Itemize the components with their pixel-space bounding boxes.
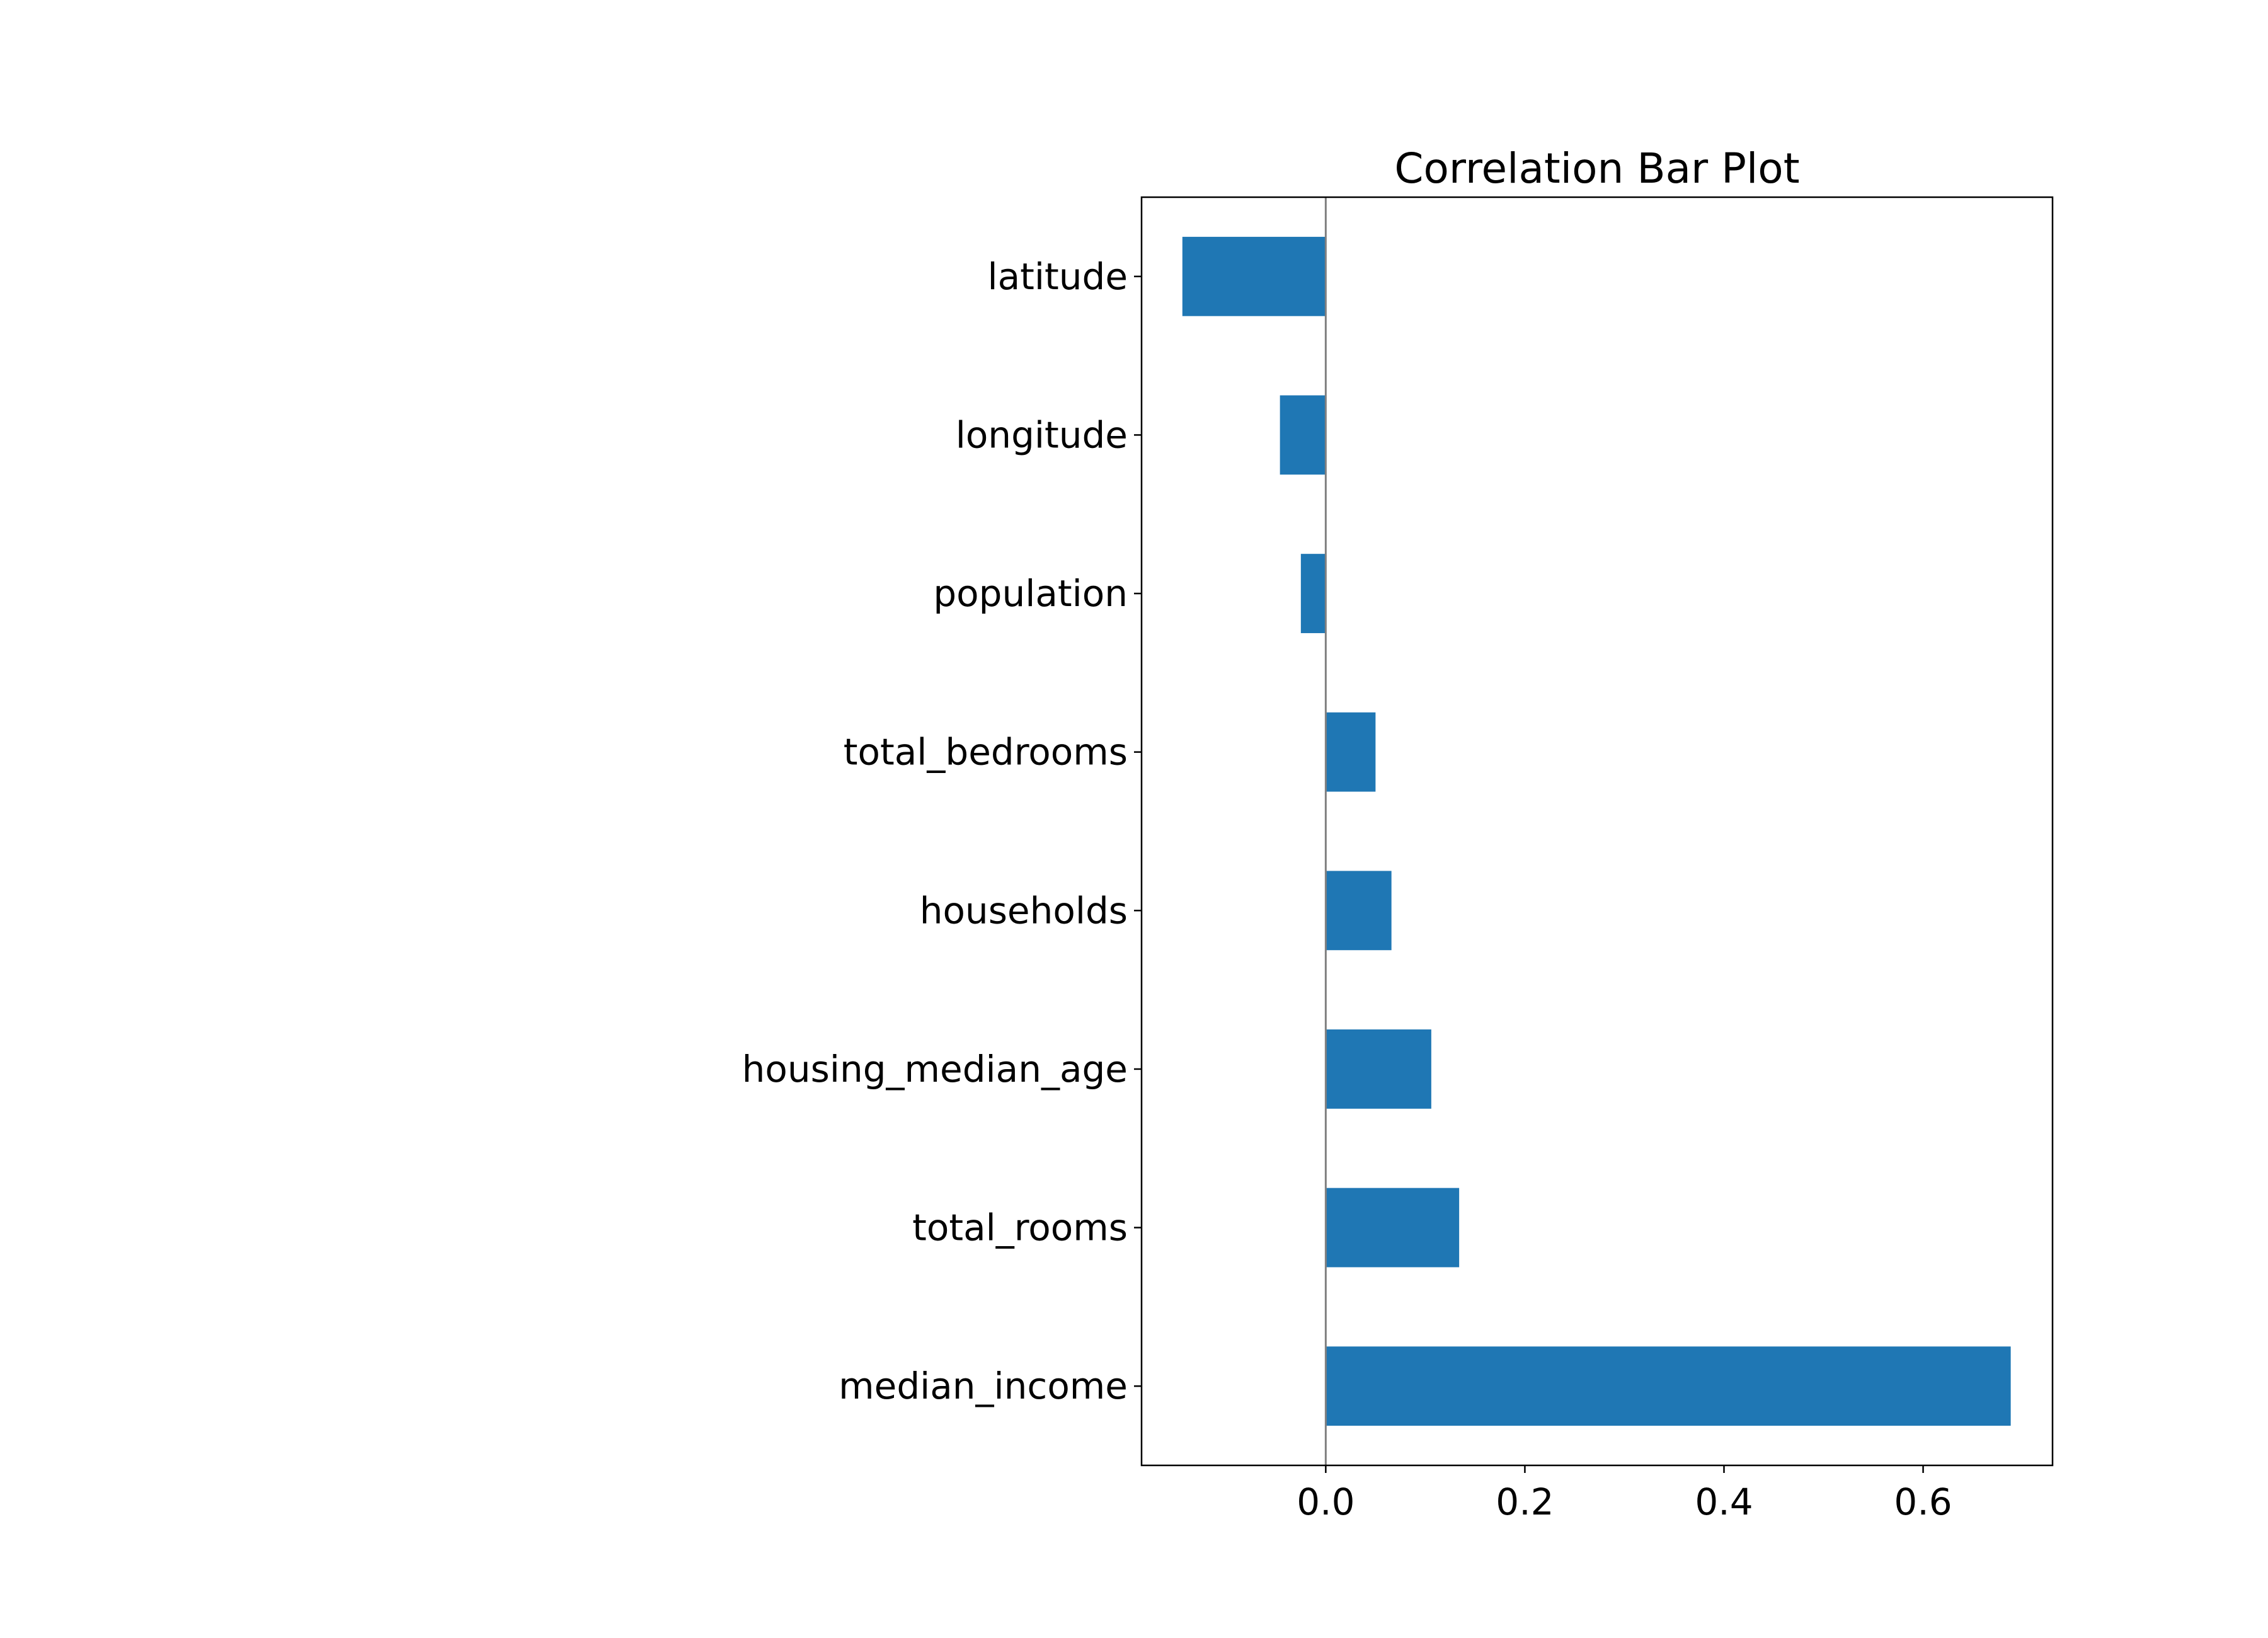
bar-total-rooms (1326, 1188, 1460, 1268)
x-tick-label: 0.0 (1297, 1480, 1354, 1523)
bar-housing-median-age (1326, 1029, 1431, 1109)
x-tick-label: 0.2 (1496, 1480, 1554, 1523)
bar-population (1300, 554, 1326, 633)
y-tick-label: latitude (987, 255, 1128, 298)
y-tick-label: median_income (839, 1365, 1128, 1407)
y-tick-label: total_rooms (912, 1206, 1128, 1249)
y-tick-label: longitude (956, 413, 1128, 456)
bar-longitude (1280, 395, 1326, 475)
y-tick-label: population (933, 572, 1128, 615)
bar-median-income (1326, 1346, 2011, 1426)
bar-households (1326, 871, 1392, 951)
y-tick-label: total_bedrooms (844, 731, 1128, 774)
ticks-layer: latitude longitude population total_bedroom… (742, 255, 1952, 1523)
chart-title: Correlation Bar Plot (1394, 144, 1799, 193)
y-tick-label: households (920, 889, 1128, 932)
bars-layer (1182, 236, 2011, 1426)
bar-total-bedrooms (1326, 712, 1376, 792)
plot-frame (1140, 196, 2054, 1467)
x-tick-label: 0.6 (1894, 1480, 1952, 1523)
x-tick-label: 0.4 (1695, 1480, 1753, 1523)
y-tick-label: housing_median_age (742, 1048, 1128, 1091)
bar-latitude (1182, 236, 1326, 316)
